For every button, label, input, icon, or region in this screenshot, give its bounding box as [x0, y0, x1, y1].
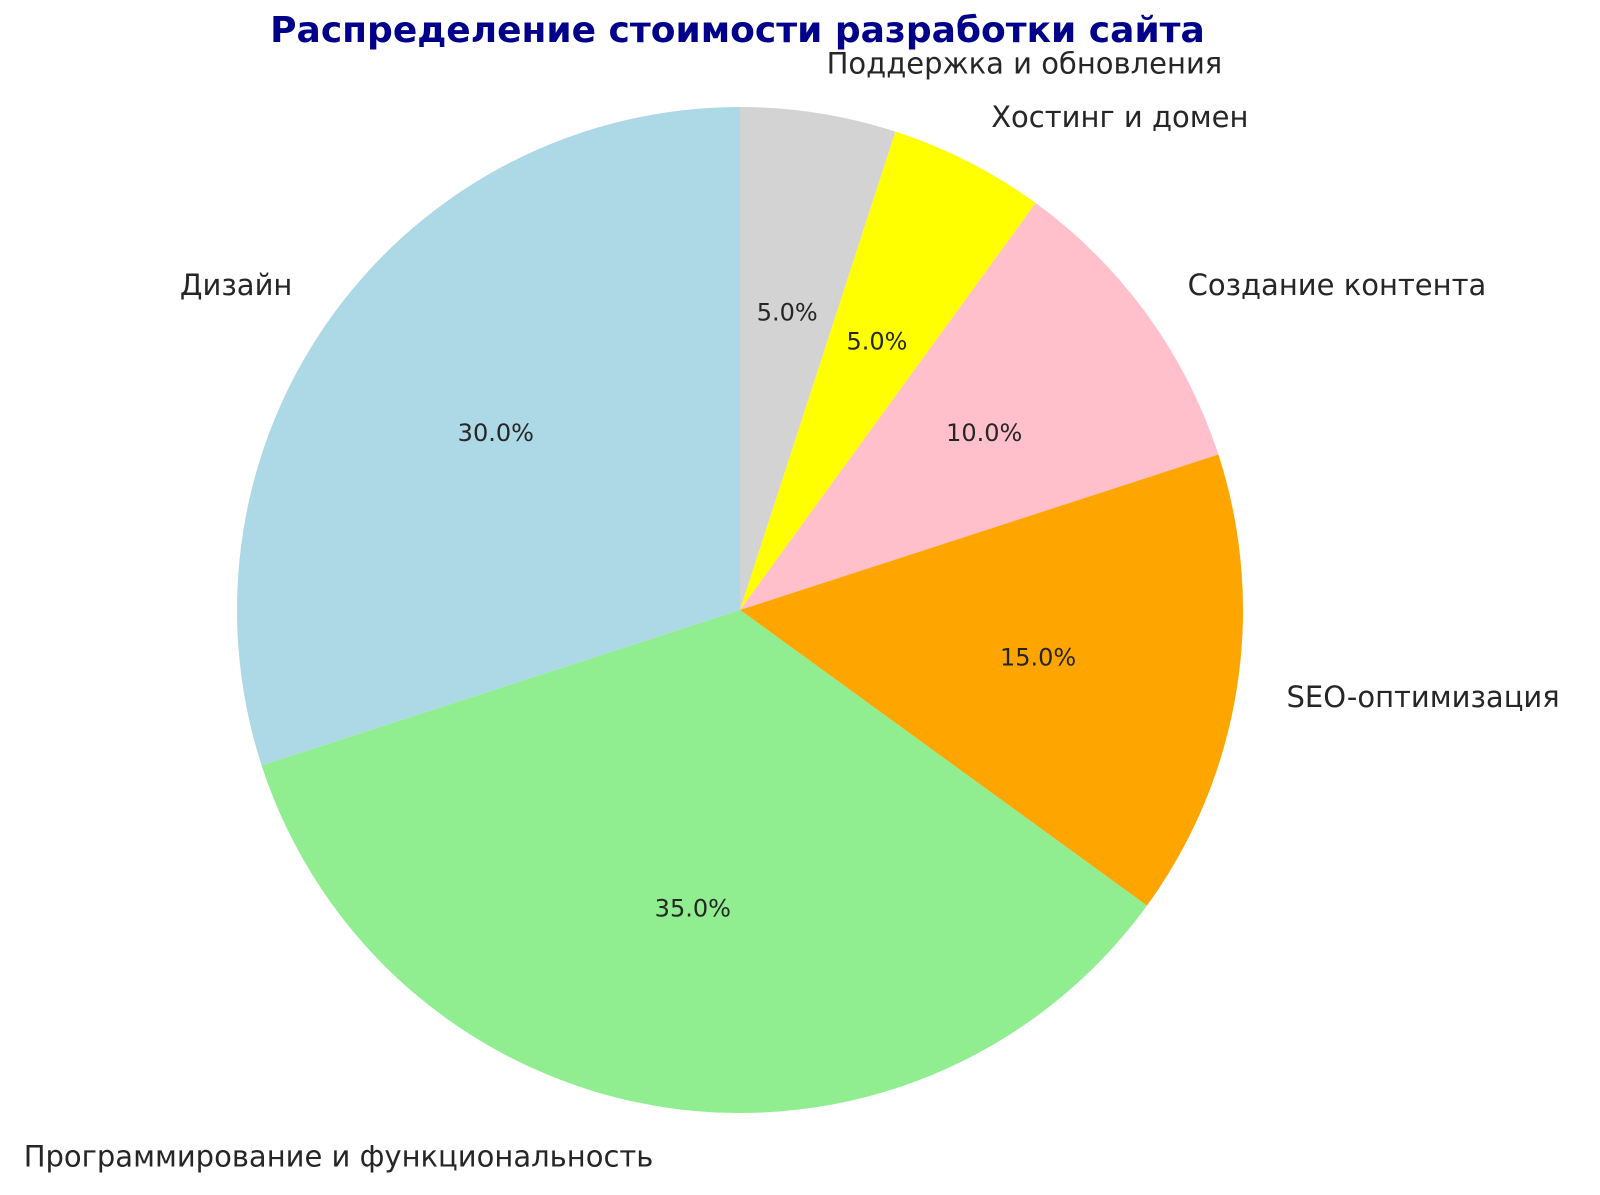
slice-label-1: Хостинг и домен — [991, 100, 1248, 134]
percent-label-2: 10.0% — [946, 419, 1022, 447]
slice-label-4: Программирование и функциональность — [24, 1140, 654, 1174]
pie-slice-3 — [740, 454, 1244, 906]
chart-title: Распределение стоимости разработки сайта — [270, 10, 1205, 51]
pie-slice-5 — [236, 107, 741, 766]
slice-label-2: Создание контента — [1188, 268, 1487, 302]
slice-label-5: Дизайн — [180, 268, 293, 302]
percent-label-0: 5.0% — [757, 298, 818, 326]
percent-label-5: 30.0% — [458, 419, 534, 447]
percent-label-1: 5.0% — [847, 328, 908, 356]
pie-slice-2 — [740, 203, 1219, 610]
pie-slice-1 — [740, 131, 1036, 610]
percent-label-4: 35.0% — [655, 895, 731, 923]
slice-label-3: SEO-оптимизация — [1287, 680, 1560, 714]
slice-label-0: Поддержка и обновления — [827, 47, 1223, 81]
pie-slice-0 — [740, 107, 896, 610]
pie-slice-4 — [261, 610, 1147, 1114]
percent-label-3: 15.0% — [1000, 644, 1076, 672]
